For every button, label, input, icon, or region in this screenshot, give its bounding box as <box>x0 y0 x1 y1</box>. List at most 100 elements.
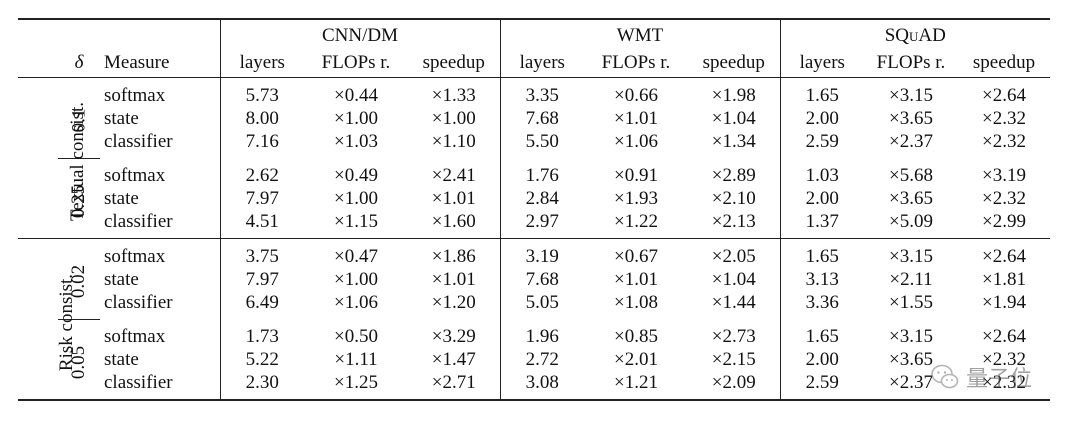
value-cell: ×1.00 <box>431 108 476 129</box>
header-spacer <box>58 19 100 47</box>
value-cell: ×3.65 <box>889 349 933 370</box>
measure-cell: softmax <box>104 246 166 267</box>
measure-cell: classifier <box>104 292 173 313</box>
value-cell: ×2.13 <box>711 211 756 232</box>
value-cell: ×0.85 <box>614 326 658 347</box>
value-cell: 8.00 <box>219 107 304 130</box>
table-row: 0.25 softmax 2.62 ×0.49 ×2.41 1.76 ×0.91 ×2.89 1… <box>18 158 1050 218</box>
value-cell: 1.73 <box>219 319 304 348</box>
dataset-header-squad: SQuAD <box>779 19 1051 47</box>
value-cell: ×1.00 <box>334 188 378 209</box>
table-row: classifier 6.49 ×1.06 ×1.20 5.05 ×1.08 ×1.44 3.… <box>18 291 1050 319</box>
value-cell: ×1.60 <box>431 211 476 232</box>
table-row: Risk consist. 0.02 softmax 3.75 ×0.47 ×1.86 3.… <box>18 238 1050 371</box>
group-label: Risk consist. <box>18 239 77 401</box>
value-cell: ×1.86 <box>431 246 476 267</box>
value-cell: 3.75 <box>219 238 304 268</box>
value-cell: 2.00 <box>779 348 864 371</box>
delta-value-text: 0.05 <box>68 345 90 379</box>
value-cell: 6.49 <box>219 291 304 319</box>
delta-value-text: 0.1 <box>68 108 90 133</box>
table-row: classifier 2.30 ×1.25 ×2.71 3.08 ×1.21 ×2.09 2.… <box>18 371 1051 400</box>
value-cell: 2.62 <box>219 158 304 187</box>
value-cell: 1.65 <box>779 77 864 107</box>
value-cell: ×2.37 <box>889 131 933 152</box>
table-row: Textual consist. 0.1 softmax 5.73 ×0.44 ×1.33… <box>18 77 1050 239</box>
value-cell: 3.19 <box>499 238 584 268</box>
value-cell: ×1.01 <box>431 188 476 209</box>
value-cell: ×1.55 <box>889 292 933 313</box>
value-cell: ×1.44 <box>711 292 756 313</box>
dataset-header-cnndm: CNN/DM <box>219 19 500 47</box>
measure-cell: classifier <box>104 211 173 232</box>
value-cell: ×2.32 <box>982 108 1026 129</box>
value-cell: 7.16 <box>219 130 304 158</box>
value-cell: 5.22 <box>219 348 304 371</box>
column-header-layers: layers <box>779 47 864 78</box>
value-cell: ×2.32 <box>982 372 1026 393</box>
value-cell: ×2.01 <box>614 349 658 370</box>
wechat-icon <box>931 364 959 389</box>
value-cell: ×3.65 <box>889 188 933 209</box>
value-cell: ×2.11 <box>889 269 933 290</box>
value-cell: ×3.15 <box>889 246 933 267</box>
value-cell: ×3.15 <box>889 85 933 106</box>
value-cell: 2.84 <box>499 187 584 210</box>
value-cell: ×2.41 <box>431 165 476 186</box>
value-cell: ×1.04 <box>711 269 756 290</box>
value-cell: ×1.21 <box>614 372 658 393</box>
value-cell: 7.97 <box>219 268 304 291</box>
measure-cell: softmax <box>104 165 166 186</box>
value-cell: ×2.10 <box>711 188 756 209</box>
value-cell: 7.68 <box>499 107 584 130</box>
table-row: state 8.00 ×1.00 ×1.00 7.68 ×1.01 ×1.04 2.00 ×3.… <box>18 107 1050 130</box>
value-cell: 1.37 <box>779 210 864 239</box>
value-cell: ×1.81 <box>982 269 1026 290</box>
value-cell: 7.68 <box>499 268 584 291</box>
value-cell: ×1.00 <box>334 108 378 129</box>
value-cell: ×1.01 <box>614 269 658 290</box>
value-cell: ×5.68 <box>889 165 933 186</box>
value-cell: ×1.06 <box>334 292 378 313</box>
value-cell: ×1.47 <box>431 349 476 370</box>
value-cell: ×5.09 <box>889 211 933 232</box>
value-cell: 2.00 <box>779 187 864 210</box>
value-cell: 5.05 <box>499 291 584 319</box>
table-row: state 7.97 ×1.00 ×1.01 7.68 ×1.01 ×1.04 3.13 ×2.… <box>18 268 1050 291</box>
value-cell: ×0.67 <box>614 246 658 267</box>
column-header-speedup: speedup <box>422 51 485 73</box>
value-cell: 2.00 <box>779 107 864 130</box>
measure-cell: softmax <box>104 326 166 347</box>
value-cell: ×1.94 <box>982 292 1026 313</box>
value-cell: ×1.03 <box>334 131 378 152</box>
value-cell: 2.59 <box>779 371 864 400</box>
measure-cell: state <box>104 269 139 290</box>
value-cell: ×3.65 <box>889 108 933 129</box>
value-cell: 2.30 <box>219 371 304 400</box>
column-header-layers: layers <box>499 47 584 78</box>
value-cell: ×2.32 <box>982 188 1026 209</box>
value-cell: ×2.32 <box>982 349 1026 370</box>
measure-cell: classifier <box>104 131 173 152</box>
column-header-flops: FLOPs r. <box>876 51 946 73</box>
measure-cell: classifier <box>104 372 173 393</box>
table-row: classifier 4.51 ×1.15 ×1.60 2.97 ×1.22 ×2.13 1.… <box>18 210 1051 239</box>
value-cell: 1.03 <box>779 158 864 187</box>
value-cell: ×0.44 <box>334 85 378 106</box>
dataset-header-wmt: WMT <box>499 19 780 47</box>
value-cell: ×3.19 <box>982 165 1026 186</box>
value-cell: ×1.98 <box>711 85 756 106</box>
value-cell: ×1.33 <box>431 85 476 106</box>
value-cell: ×2.37 <box>889 372 933 393</box>
table-row: 0.05 softmax 1.73 ×0.50 ×3.29 1.96 ×0.85 ×2.73 1… <box>18 319 1050 379</box>
value-cell: 1.65 <box>779 319 864 348</box>
watermark-text: 量子位 <box>966 367 1033 392</box>
watermark: 量子位 <box>930 360 1032 394</box>
header-spacer <box>18 47 58 78</box>
delta-header: δ <box>74 51 84 73</box>
column-header-flops: FLOPs r. <box>601 51 671 73</box>
value-cell: ×2.09 <box>711 372 756 393</box>
delta-value-text: 0.02 <box>68 265 90 299</box>
value-cell: 4.51 <box>219 210 304 239</box>
value-cell: ×2.15 <box>711 349 756 370</box>
